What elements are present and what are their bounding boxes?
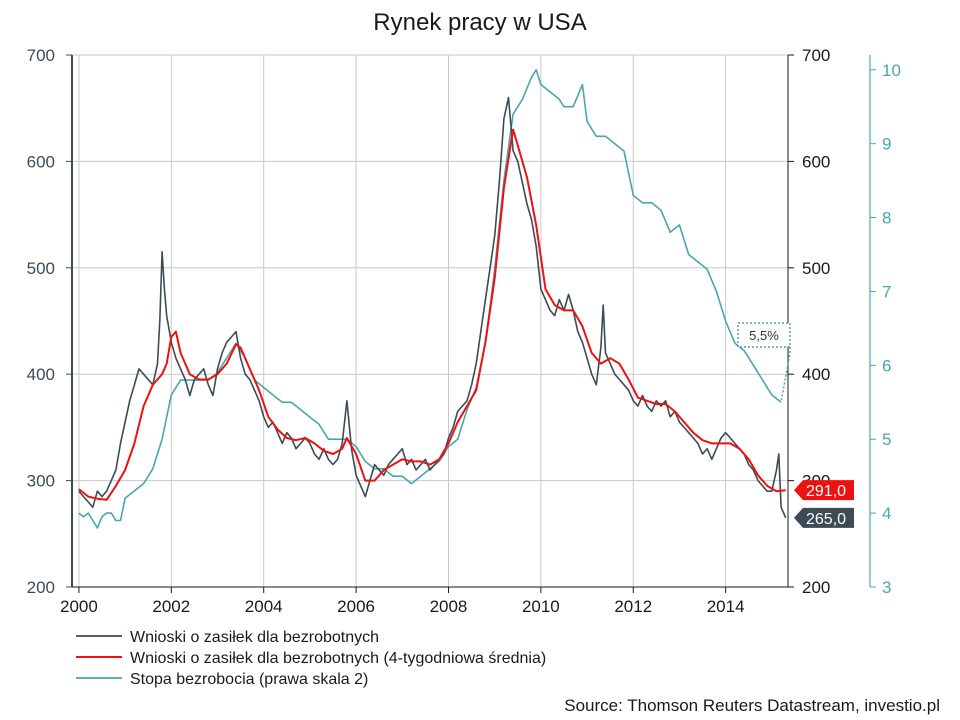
left-axis-tick-label: 600: [27, 152, 55, 171]
right-axis-2-tick-label: 7: [882, 282, 891, 301]
series-line-2: [78, 128, 786, 501]
series-line-3: [78, 69, 782, 529]
axes: 2003004005006007002003004005006007003456…: [27, 46, 901, 616]
right-axis-2-tick-label: 5: [882, 430, 891, 449]
right-axis-2-tick-label: 10: [882, 61, 901, 80]
right-axis-2-tick-label: 3: [882, 578, 891, 597]
series-group: [78, 69, 787, 529]
right-axis-1-tick-label: 600: [802, 152, 830, 171]
right-axis-1-tick-label: 500: [802, 259, 830, 278]
callout-leader: [780, 347, 791, 403]
right-axis-2-tick-label: 6: [882, 356, 891, 375]
grid: [72, 54, 788, 588]
right-axis-1-tick-label: 700: [802, 46, 830, 65]
left-axis-tick-label: 500: [27, 259, 55, 278]
x-axis-tick-label: 2002: [152, 597, 190, 616]
left-axis-tick-label: 700: [27, 46, 55, 65]
value-tag-claims-marker: [794, 507, 854, 528]
x-axis-tick-label: 2010: [522, 597, 560, 616]
right-axis-2-tick-label: 4: [882, 504, 891, 523]
right-axis-1-tick-label: 200: [802, 578, 830, 597]
value-tag-average-label: 291,0: [806, 483, 846, 500]
right-axis-1-tick-label: 400: [802, 365, 830, 384]
legend-label-3: Stopa bezrobocia (prawa skala 2): [130, 671, 368, 688]
legend-label-1: Wnioski o zasiłek dla bezrobotnych: [130, 629, 379, 646]
legend-label-2: Wnioski o zasiłek dla bezrobotnych (4-ty…: [130, 650, 546, 667]
value-tag-average-marker: [794, 480, 854, 501]
right-axis-2-tick-label: 9: [882, 135, 891, 154]
left-axis-tick-label: 300: [27, 472, 55, 491]
right-axis-2-tick-label: 8: [882, 209, 891, 228]
source-note: Source: Thomson Reuters Datastream, inve…: [564, 696, 940, 715]
x-axis-tick-label: 2014: [707, 597, 745, 616]
x-axis-tick-label: 2006: [337, 597, 375, 616]
callout-label: 5,5%: [749, 328, 779, 343]
left-axis-tick-label: 400: [27, 365, 55, 384]
legend: Wnioski o zasiłek dla bezrobotnych Wniosk…: [76, 629, 546, 688]
value-tags: 291,0 265,0 5,5%: [737, 322, 854, 528]
x-axis-tick-label: 2004: [245, 597, 283, 616]
x-axis-tick-label: 2012: [614, 597, 652, 616]
chart-title: Rynek pracy w USA: [373, 9, 586, 36]
left-axis-tick-label: 200: [27, 578, 55, 597]
x-axis-tick-label: 2000: [60, 597, 98, 616]
series-line-1: [78, 96, 787, 519]
x-axis-tick-label: 2008: [430, 597, 468, 616]
callout-box: [737, 322, 791, 348]
value-tag-claims-label: 265,0: [806, 511, 846, 528]
